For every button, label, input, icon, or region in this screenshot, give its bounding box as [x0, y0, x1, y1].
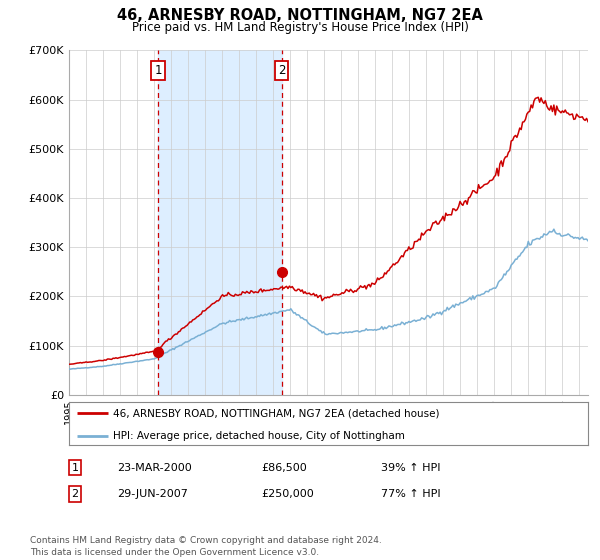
Bar	[158, 50, 282, 395]
Text: 1: 1	[71, 463, 79, 473]
Text: 2: 2	[71, 489, 79, 499]
Text: 2: 2	[278, 64, 286, 77]
Text: 46, ARNESBY ROAD, NOTTINGHAM, NG7 2EA (detached house): 46, ARNESBY ROAD, NOTTINGHAM, NG7 2EA (d…	[113, 408, 440, 418]
Text: 23-MAR-2000: 23-MAR-2000	[117, 463, 192, 473]
Text: 29-JUN-2007: 29-JUN-2007	[117, 489, 188, 499]
Text: Price paid vs. HM Land Registry's House Price Index (HPI): Price paid vs. HM Land Registry's House …	[131, 21, 469, 34]
Text: £250,000: £250,000	[261, 489, 314, 499]
Text: 77% ↑ HPI: 77% ↑ HPI	[381, 489, 440, 499]
Text: 46, ARNESBY ROAD, NOTTINGHAM, NG7 2EA: 46, ARNESBY ROAD, NOTTINGHAM, NG7 2EA	[117, 8, 483, 24]
Text: £86,500: £86,500	[261, 463, 307, 473]
Text: 39% ↑ HPI: 39% ↑ HPI	[381, 463, 440, 473]
Text: HPI: Average price, detached house, City of Nottingham: HPI: Average price, detached house, City…	[113, 431, 405, 441]
Text: 1: 1	[154, 64, 162, 77]
Text: Contains HM Land Registry data © Crown copyright and database right 2024.
This d: Contains HM Land Registry data © Crown c…	[30, 536, 382, 557]
